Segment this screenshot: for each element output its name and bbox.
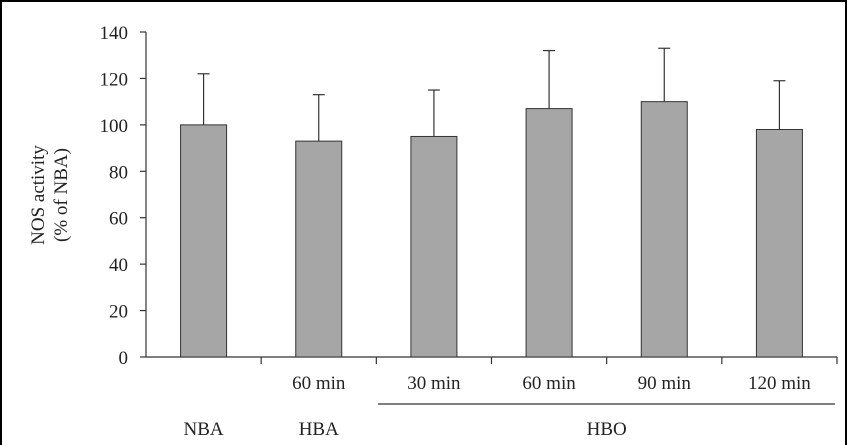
x-group-label-hba: HBA — [299, 419, 339, 440]
y-tick-label: 60 — [109, 209, 128, 230]
x-tick-label: 90 min — [638, 373, 692, 394]
y-tick-label: 120 — [100, 69, 129, 90]
y-axis-label-line2: (% of NBA) — [51, 148, 72, 242]
bars — [180, 101, 803, 358]
y-tick-label: 100 — [100, 116, 129, 137]
y-tick-label: 0 — [119, 348, 129, 369]
y-axis-label-line1: NOS activity — [28, 145, 49, 245]
y-tick-label: 140 — [100, 23, 129, 44]
x-tick-label: 60 min — [292, 373, 346, 394]
y-tick-label: 80 — [109, 162, 128, 183]
axes — [140, 31, 838, 405]
x-tick-label: 120 min — [748, 373, 811, 394]
bar — [755, 129, 803, 358]
bar — [525, 108, 573, 358]
bar — [410, 135, 458, 358]
error-bars — [197, 47, 786, 142]
x-tick-label: 60 min — [522, 373, 576, 394]
y-tick-label: 20 — [109, 302, 128, 323]
bar — [295, 140, 343, 358]
bar — [180, 124, 228, 358]
y-axis-label: NOS activity (% of NBA) — [28, 145, 72, 245]
tick-labels: 0 20 40 60 80 100 120 140 60 min 30 min 60 min 90 m… — [100, 23, 812, 440]
x-group-label-hbo: HBO — [587, 419, 627, 440]
y-tick-label: 40 — [109, 255, 128, 276]
x-tick-label: 30 min — [407, 373, 461, 394]
bar — [640, 101, 688, 358]
x-group-label-nba: NBA — [184, 419, 224, 440]
